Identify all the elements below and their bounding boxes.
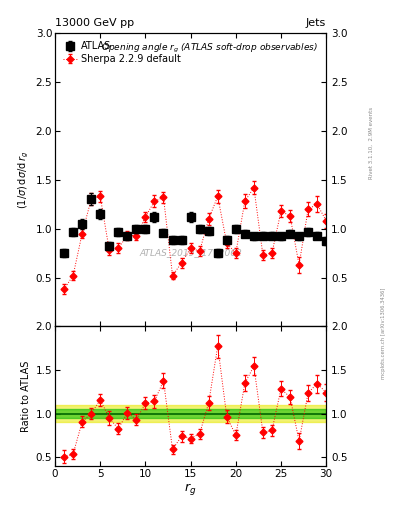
X-axis label: $r_g$: $r_g$ <box>184 481 197 498</box>
Text: Jets: Jets <box>306 18 326 28</box>
Text: ATLAS_2019_I1772062: ATLAS_2019_I1772062 <box>139 249 242 258</box>
Text: mcplots.cern.ch [arXiv:1306.3436]: mcplots.cern.ch [arXiv:1306.3436] <box>381 287 386 378</box>
Y-axis label: $(1/\sigma)\,{\rm d}\sigma/{\rm d}\,r_g$: $(1/\sigma)\,{\rm d}\sigma/{\rm d}\,r_g$ <box>17 151 31 209</box>
Bar <box>55 405 326 422</box>
Legend: ATLAS, Sherpa 2.2.9 default: ATLAS, Sherpa 2.2.9 default <box>60 38 184 67</box>
Text: Rivet 3.1.10,  2.9M events: Rivet 3.1.10, 2.9M events <box>369 108 374 179</box>
Y-axis label: Ratio to ATLAS: Ratio to ATLAS <box>22 360 31 432</box>
Text: Opening angle $r_g$ (ATLAS soft-drop observables): Opening angle $r_g$ (ATLAS soft-drop obs… <box>101 42 318 55</box>
Bar <box>55 409 326 418</box>
Text: 13000 GeV pp: 13000 GeV pp <box>55 18 134 28</box>
